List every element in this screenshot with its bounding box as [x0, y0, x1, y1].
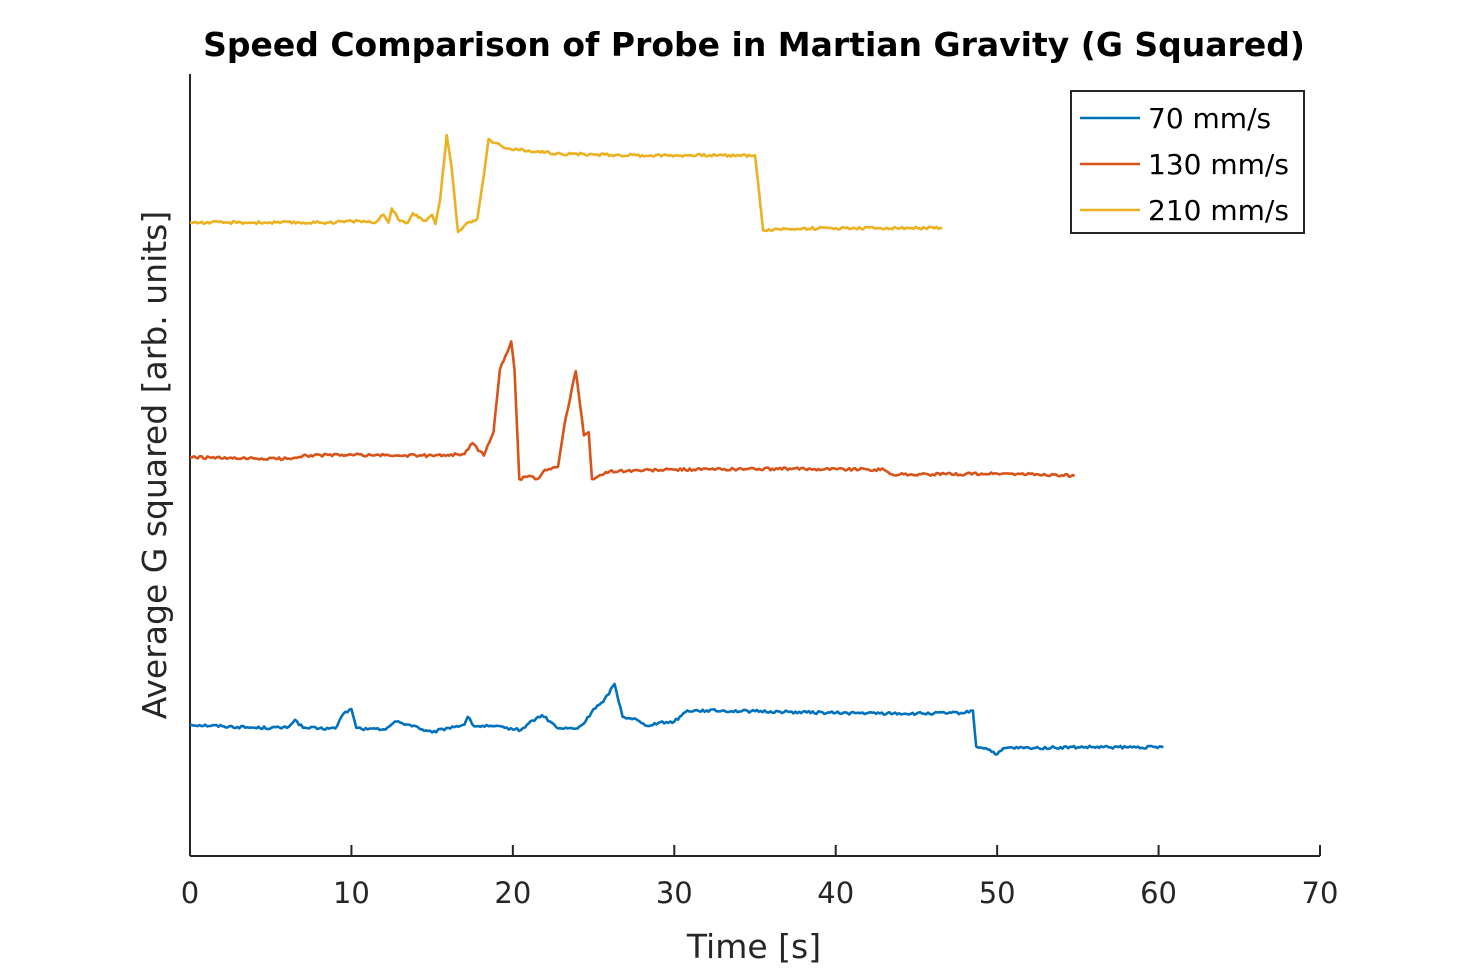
x-axis-label: Time [s] — [686, 927, 821, 966]
x-ticks: 0 10 20 30 40 50 60 70 — [181, 845, 1339, 910]
data-series — [189, 133, 1164, 756]
series-line-1 — [189, 682, 1164, 756]
x-tick-label: 10 — [333, 876, 370, 910]
x-tick-label: 60 — [1140, 876, 1177, 910]
x-tick-label: 40 — [817, 876, 854, 910]
x-tick-label: 30 — [656, 876, 693, 910]
series-line-3 — [189, 133, 943, 234]
chart-title: Speed Comparison of Probe in Martian Gra… — [203, 25, 1305, 64]
y-axis-label: Average G squared [arb. units] — [135, 211, 174, 720]
legend-label: 70 mm/s — [1148, 102, 1271, 135]
legend-label: 210 mm/s — [1148, 194, 1289, 227]
legend: 70 mm/s 130 mm/s 210 mm/s — [1070, 90, 1305, 234]
x-tick-label: 20 — [494, 876, 531, 910]
x-tick-label: 0 — [181, 876, 199, 910]
series-line-2 — [189, 340, 1076, 482]
x-tick-label: 50 — [979, 876, 1016, 910]
x-tick-label: 70 — [1302, 876, 1339, 910]
legend-label: 130 mm/s — [1148, 148, 1289, 181]
